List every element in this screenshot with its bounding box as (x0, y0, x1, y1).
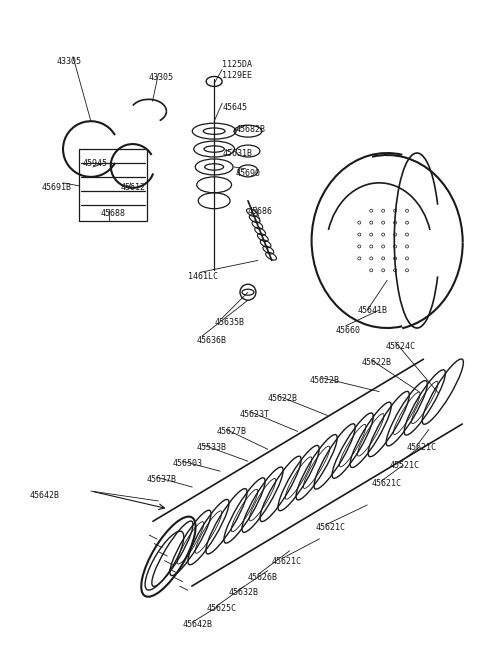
Text: 45641B: 45641B (357, 306, 387, 315)
Text: 45621C: 45621C (272, 556, 302, 566)
Text: 45632B: 45632B (228, 589, 258, 597)
Text: 45612: 45612 (120, 183, 146, 192)
Text: 45622B: 45622B (361, 358, 391, 367)
Text: 1129EE: 1129EE (222, 72, 252, 81)
Text: 45635B: 45635B (214, 318, 244, 327)
Text: 45533B: 45533B (196, 443, 226, 452)
Text: 45690: 45690 (236, 169, 261, 178)
Text: 1125DA: 1125DA (222, 60, 252, 68)
Text: 45627B: 45627B (216, 428, 246, 436)
Text: 45622B: 45622B (310, 376, 339, 385)
Text: 45624C: 45624C (385, 342, 415, 351)
Text: 45621C: 45621C (371, 479, 401, 488)
Text: 45623T: 45623T (240, 409, 270, 419)
Bar (79, 149, 146, 221)
Text: 45945: 45945 (83, 159, 108, 168)
Text: 45637B: 45637B (146, 475, 177, 484)
Text: 45521C: 45521C (389, 461, 419, 470)
Text: 45688: 45688 (101, 209, 126, 217)
Text: 45645: 45645 (222, 103, 247, 112)
Text: 45621C: 45621C (407, 443, 437, 452)
Text: 43305: 43305 (148, 74, 174, 83)
Text: 45642B: 45642B (29, 491, 59, 500)
Text: 45626B: 45626B (248, 573, 278, 581)
Text: 456503: 456503 (172, 459, 203, 468)
Text: 1461LC: 1461LC (188, 273, 218, 281)
Text: 45686: 45686 (248, 207, 273, 215)
Text: 45622B: 45622B (268, 394, 298, 403)
Text: 45636B: 45636B (196, 336, 226, 345)
Text: 43305: 43305 (56, 57, 81, 66)
Text: 45631B: 45631B (222, 149, 252, 158)
Text: 45682B: 45682B (236, 125, 266, 134)
Text: 45625C: 45625C (206, 604, 236, 614)
Text: 45621C: 45621C (315, 523, 346, 532)
Text: 45642B: 45642B (182, 620, 212, 629)
Text: 45691B: 45691B (41, 183, 71, 192)
Text: 45660: 45660 (336, 326, 360, 335)
